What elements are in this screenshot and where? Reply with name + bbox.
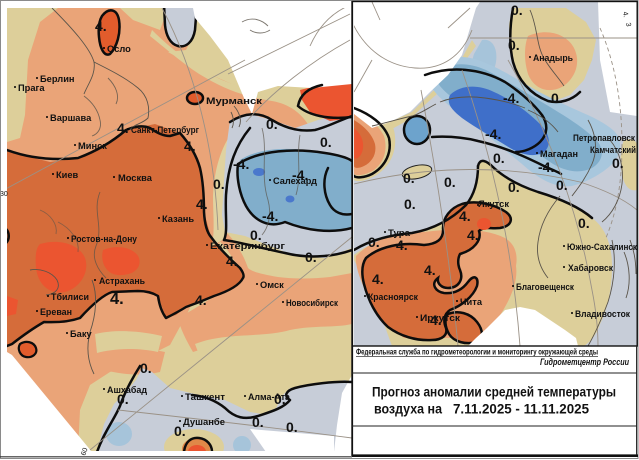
svg-text:0.: 0. (444, 174, 456, 190)
svg-text:0.: 0. (305, 249, 317, 265)
svg-text:4.: 4. (110, 290, 124, 308)
svg-text:Киев: Киев (56, 170, 79, 180)
svg-text:Ростов-на-Дону: Ростов-на-Дону (71, 234, 138, 244)
svg-text:4.: 4. (459, 208, 471, 224)
svg-text:4.: 4. (372, 271, 384, 287)
svg-text:3: 3 (624, 22, 632, 27)
svg-text:Екатеринбург: Екатеринбург (210, 241, 285, 251)
svg-text:-4.: -4. (503, 90, 519, 106)
svg-text:-4.: -4. (538, 159, 554, 175)
svg-text:4.: 4. (424, 262, 436, 278)
svg-text:0.: 0. (274, 391, 286, 407)
svg-text:Владивосток: Владивосток (575, 309, 630, 319)
svg-text:Алма-Ата: Алма-Ата (248, 392, 291, 402)
svg-text:-4.: -4. (233, 156, 249, 172)
svg-text:Ташкент: Ташкент (185, 392, 225, 402)
svg-text:Новосибирск: Новосибирск (286, 298, 338, 308)
svg-text:Магадан: Магадан (540, 149, 578, 159)
svg-text:4.: 4. (196, 196, 208, 212)
svg-text:Варшава: Варшава (50, 113, 92, 123)
svg-text:Баку: Баку (70, 329, 93, 339)
svg-text:0.: 0. (612, 155, 624, 171)
svg-text:4.: 4. (430, 312, 442, 328)
svg-text:0.: 0. (286, 419, 298, 435)
svg-text:0.: 0. (117, 391, 129, 407)
svg-text:0.: 0. (551, 90, 563, 106)
svg-text:Казань: Казань (162, 214, 194, 224)
svg-text:4.: 4. (226, 253, 238, 269)
svg-text:Ашхабад: Ашхабад (107, 385, 147, 395)
svg-text:0.: 0. (140, 360, 152, 376)
svg-text:Якутск: Якутск (478, 199, 509, 209)
svg-text:Гидрометцентр России: Гидрометцентр России (540, 357, 630, 367)
svg-text:Южно-Сахалинск: Южно-Сахалинск (567, 242, 637, 252)
svg-text:0.: 0. (368, 234, 380, 250)
svg-text:4.: 4. (621, 11, 629, 18)
svg-text:-4.: -4. (485, 126, 501, 142)
svg-text:Хабаровск: Хабаровск (568, 263, 613, 273)
svg-text:60: 60 (80, 447, 89, 457)
svg-text:Тбилиси: Тбилиси (51, 292, 89, 302)
svg-text:0.: 0. (213, 176, 225, 192)
svg-text:Осло: Осло (107, 44, 131, 54)
svg-text:Красноярск: Красноярск (368, 292, 418, 302)
svg-text:Прага: Прага (18, 83, 45, 93)
svg-text:Ереван: Ереван (40, 307, 72, 317)
svg-text:Салехард: Салехард (273, 176, 317, 186)
svg-text:4.: 4. (195, 292, 207, 308)
svg-text:Мурманск: Мурманск (206, 96, 262, 106)
svg-text:4.: 4. (95, 18, 107, 34)
svg-text:Иркутск: Иркутск (420, 313, 460, 323)
svg-text:0.: 0. (403, 170, 415, 186)
svg-text:Санкт-Петербург: Санкт-Петербург (131, 125, 199, 135)
svg-text:Камчатский: Камчатский (590, 145, 636, 155)
svg-text:-4.: -4. (292, 167, 308, 183)
svg-text:0.: 0. (508, 179, 520, 195)
svg-text:4.: 4. (396, 237, 408, 253)
svg-text:Анадырь: Анадырь (533, 53, 573, 63)
svg-text:4.: 4. (467, 227, 479, 243)
svg-text:Душанбе: Душанбе (183, 417, 225, 427)
svg-text:30: 30 (0, 191, 8, 198)
svg-text:0.: 0. (556, 177, 568, 193)
svg-text:0.: 0. (508, 37, 520, 53)
svg-text:Берлин: Берлин (40, 74, 75, 84)
svg-text:воздуха на: воздуха на (374, 402, 442, 417)
svg-text:0.: 0. (511, 2, 523, 18)
svg-text:Тура: Тура (388, 228, 411, 238)
svg-text:Астрахань: Астрахань (99, 276, 145, 286)
svg-text:0.: 0. (404, 196, 416, 212)
svg-text:Прогноз аномалии средней темпе: Прогноз аномалии средней температуры (372, 385, 616, 400)
svg-text:0.: 0. (578, 215, 590, 231)
svg-text:Минск: Минск (78, 141, 107, 151)
svg-text:0.: 0. (174, 423, 186, 439)
svg-text:7.11.2025 - 11.11.2025: 7.11.2025 - 11.11.2025 (453, 402, 589, 417)
svg-text:4.: 4. (117, 120, 129, 136)
svg-text:-4.: -4. (262, 208, 278, 224)
svg-text:Благовещенск: Благовещенск (516, 282, 574, 292)
svg-text:0.: 0. (252, 414, 264, 430)
svg-text:0.: 0. (250, 227, 262, 243)
svg-text:0.: 0. (266, 116, 278, 132)
svg-text:Чита: Чита (460, 297, 483, 307)
svg-text:Омск: Омск (260, 280, 284, 290)
svg-text:Петропавловск: Петропавловск (573, 133, 635, 143)
svg-text:Федеральная служба по гидромет: Федеральная служба по гидрометеорологии … (356, 348, 598, 357)
svg-text:Москва: Москва (118, 173, 153, 183)
svg-text:4.: 4. (184, 138, 196, 154)
svg-text:0.: 0. (493, 150, 505, 166)
svg-text:0.: 0. (320, 134, 332, 150)
